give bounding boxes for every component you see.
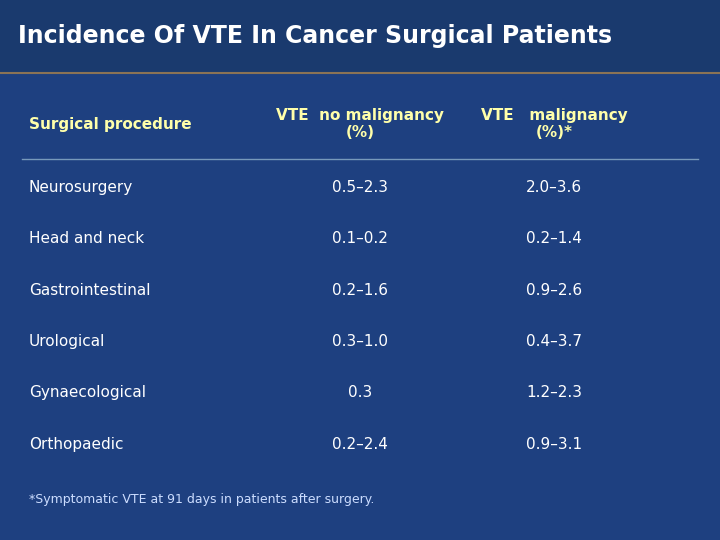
Text: 0.2–1.4: 0.2–1.4 bbox=[526, 232, 582, 246]
Text: Neurosurgery: Neurosurgery bbox=[29, 180, 133, 195]
Text: Gynaecological: Gynaecological bbox=[29, 386, 145, 400]
Text: 0.3: 0.3 bbox=[348, 386, 372, 400]
Text: 0.2–2.4: 0.2–2.4 bbox=[332, 437, 388, 451]
Text: Head and neck: Head and neck bbox=[29, 232, 144, 246]
Text: Incidence Of VTE In Cancer Surgical Patients: Incidence Of VTE In Cancer Surgical Pati… bbox=[18, 24, 612, 49]
Text: 0.4–3.7: 0.4–3.7 bbox=[526, 334, 582, 349]
Text: 0.3–1.0: 0.3–1.0 bbox=[332, 334, 388, 349]
Text: Gastrointestinal: Gastrointestinal bbox=[29, 283, 150, 298]
Text: 0.9–3.1: 0.9–3.1 bbox=[526, 437, 582, 451]
Text: *Symptomatic VTE at 91 days in patients after surgery.: *Symptomatic VTE at 91 days in patients … bbox=[29, 493, 374, 506]
Text: 0.1–0.2: 0.1–0.2 bbox=[332, 232, 388, 246]
Text: Surgical procedure: Surgical procedure bbox=[29, 117, 192, 132]
Text: 1.2–2.3: 1.2–2.3 bbox=[526, 386, 582, 400]
Text: VTE  no malignancy
(%): VTE no malignancy (%) bbox=[276, 108, 444, 140]
Text: VTE   malignancy
(%)*: VTE malignancy (%)* bbox=[481, 108, 628, 140]
Text: 0.9–2.6: 0.9–2.6 bbox=[526, 283, 582, 298]
Text: 2.0–3.6: 2.0–3.6 bbox=[526, 180, 582, 195]
Text: Urological: Urological bbox=[29, 334, 105, 349]
Bar bbox=[0, 0, 720, 73]
Text: 0.2–1.6: 0.2–1.6 bbox=[332, 283, 388, 298]
Text: Orthopaedic: Orthopaedic bbox=[29, 437, 123, 451]
Text: 0.5–2.3: 0.5–2.3 bbox=[332, 180, 388, 195]
